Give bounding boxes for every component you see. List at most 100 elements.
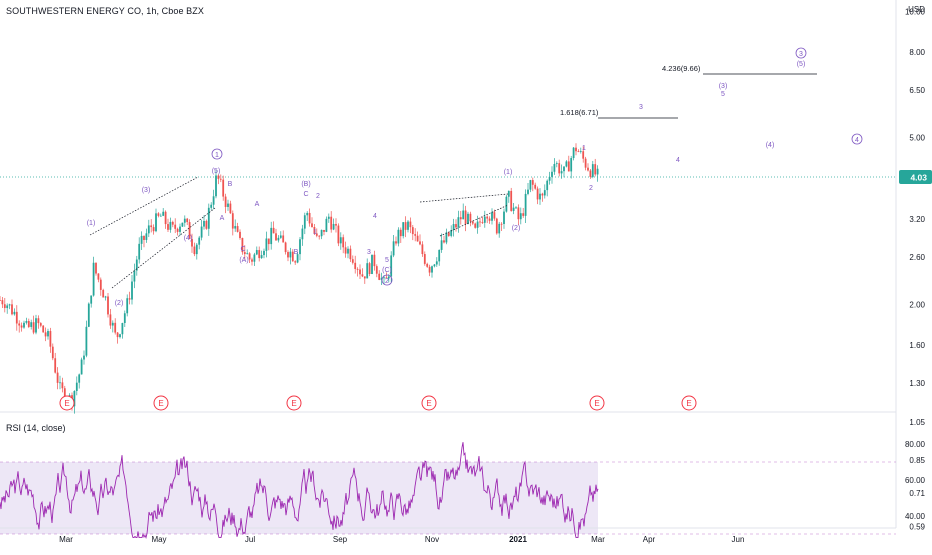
earnings-marker[interactable] <box>59 395 75 411</box>
candle-body <box>174 224 177 229</box>
candle-body <box>399 229 402 237</box>
candle-body <box>558 163 561 174</box>
candle-body <box>18 323 21 326</box>
earnings-marker-label: E <box>158 399 163 408</box>
wave-label: 1 <box>215 152 219 159</box>
candle-body <box>279 235 282 238</box>
chart-title: SOUTHWESTERN ENERGY CO, 1h, Cboe BZX <box>6 6 204 16</box>
candle-body <box>507 190 510 197</box>
candle-body <box>584 158 587 168</box>
candle-body <box>445 232 448 243</box>
candle-body <box>217 175 220 179</box>
candle-body <box>291 251 294 262</box>
earnings-marker[interactable] <box>681 395 697 411</box>
candle-body <box>51 346 54 359</box>
candle-body <box>78 374 81 383</box>
candle-body <box>375 266 378 274</box>
candle-body <box>416 235 419 242</box>
wave-label: 1 <box>582 145 586 152</box>
candle-body <box>116 332 119 338</box>
candle-body <box>128 298 131 300</box>
candle-body <box>361 274 364 277</box>
candle-body <box>534 184 537 189</box>
candle-body <box>519 213 522 220</box>
candle-body <box>440 240 443 250</box>
candle-body <box>138 243 141 260</box>
earnings-marker[interactable] <box>421 395 437 411</box>
candle-body <box>56 372 59 383</box>
candle-body <box>47 331 49 337</box>
candle-body <box>150 225 153 228</box>
candle-body <box>390 255 393 277</box>
candle-body <box>303 215 306 229</box>
candle-body <box>32 322 35 333</box>
candle-body <box>467 213 469 224</box>
candle-body <box>85 326 88 356</box>
candle-body <box>572 147 575 159</box>
candle-body <box>349 248 352 260</box>
wave-label: (3) <box>142 187 151 194</box>
candle-body <box>224 196 227 207</box>
candle-body <box>251 259 253 262</box>
candle-body <box>515 207 517 209</box>
candle-body <box>260 255 263 259</box>
candle-body <box>414 234 417 236</box>
candle-body <box>327 216 330 219</box>
candle-body <box>493 212 496 219</box>
candle-body <box>155 213 157 232</box>
candle-body <box>188 222 191 240</box>
candle-body <box>248 253 251 260</box>
candle-body <box>63 388 66 403</box>
candle-body <box>591 164 594 177</box>
candle-body <box>239 231 241 238</box>
candle-body <box>565 161 568 167</box>
candle-body <box>258 250 261 259</box>
candle-body <box>241 237 244 253</box>
candle-body <box>308 212 311 224</box>
rsi-tick-label: 60.00 <box>905 476 926 485</box>
earnings-marker[interactable] <box>286 395 302 411</box>
candle-body <box>20 325 23 328</box>
candle-body <box>111 322 114 326</box>
rsi-title: RSI (14, close) <box>6 423 66 433</box>
candle-body <box>347 248 349 254</box>
candle-body <box>428 266 431 273</box>
candle-body <box>104 296 107 298</box>
candle-body <box>579 151 582 152</box>
candle-body <box>39 323 42 326</box>
candle-body <box>594 164 597 175</box>
x-tick-label: Jul <box>245 535 255 544</box>
wave-label: 5 <box>721 91 725 98</box>
candle-body <box>385 277 388 279</box>
candle-body <box>407 221 409 230</box>
x-tick-label: Mar <box>591 535 605 544</box>
wave-label: B <box>228 181 233 188</box>
candle-body <box>147 225 150 234</box>
channel-upper-line <box>89 176 199 236</box>
candle-body <box>539 193 541 200</box>
candle-body <box>200 226 203 238</box>
candle-body <box>368 263 371 275</box>
candle-body <box>469 213 472 222</box>
candle-body <box>263 250 265 256</box>
candle-body <box>61 382 64 389</box>
earnings-marker-label: E <box>291 399 296 408</box>
candle-body <box>145 233 148 240</box>
candle-body <box>575 147 577 152</box>
candle-body <box>438 249 441 262</box>
candle-body <box>330 216 333 230</box>
earnings-marker[interactable] <box>153 395 169 411</box>
candle-body <box>531 180 534 185</box>
candle-body <box>567 161 570 172</box>
candle-body <box>512 207 515 211</box>
wave-label: (1) <box>87 220 96 227</box>
candle-body <box>284 242 287 253</box>
candle-body <box>366 263 369 279</box>
candle-body <box>267 238 270 245</box>
earnings-marker[interactable] <box>589 395 605 411</box>
candle-body <box>479 221 481 223</box>
candle-body <box>227 203 229 207</box>
candle-body <box>498 223 501 234</box>
